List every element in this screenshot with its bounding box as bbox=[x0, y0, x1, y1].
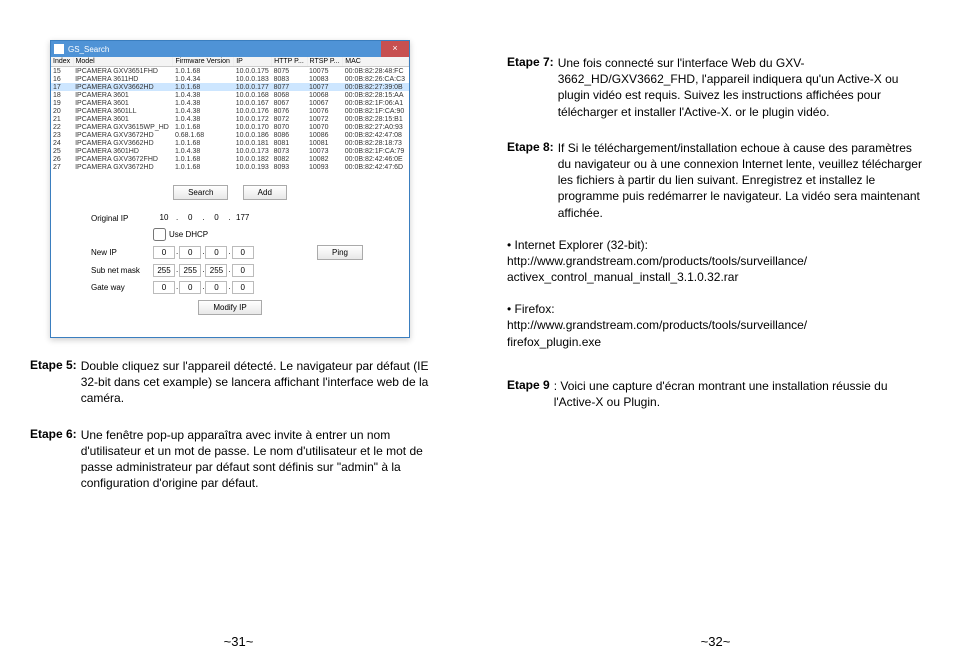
table-header[interactable]: HTTP P... bbox=[272, 57, 307, 67]
step-7-body: Une fois connecté sur l'interface Web du… bbox=[558, 55, 924, 120]
ip-octet: 177 bbox=[232, 212, 254, 224]
table-header[interactable]: Model bbox=[73, 57, 173, 67]
window-title: GS_Search bbox=[68, 45, 109, 54]
device-table: IndexModelFirmware VersionIPHTTP P...RTS… bbox=[51, 57, 409, 171]
page-number-left: ~31~ bbox=[0, 634, 477, 649]
step-6: Etape 6: Une fenêtre pop-up apparaîtra a… bbox=[30, 427, 447, 492]
table-row[interactable]: 20IPCAMERA 3601LL1.0.4.3810.0.0.17680761… bbox=[51, 107, 409, 115]
ff-url-1: http://www.grandstream.com/products/tool… bbox=[507, 317, 924, 333]
gateway-input[interactable]: 0.0.0.0 bbox=[153, 281, 254, 294]
step-9-label: Etape 9 bbox=[507, 378, 550, 410]
step-9-body: : Voici une capture d'écran montrant une… bbox=[554, 378, 924, 410]
step-8-body: If Si le téléchargement/installation ech… bbox=[558, 140, 924, 221]
page-right: Etape 7: Une fois connecté sur l'interfa… bbox=[477, 0, 954, 661]
table-row[interactable]: 15IPCAMERA GXV3651FHD1.0.1.6810.0.0.1758… bbox=[51, 67, 409, 76]
ip-octet[interactable]: 0 bbox=[179, 281, 201, 294]
ie-url-1: http://www.grandstream.com/products/tool… bbox=[507, 253, 924, 269]
table-header[interactable]: Firmware Version bbox=[173, 57, 234, 67]
table-header[interactable]: RTSP P... bbox=[307, 57, 343, 67]
ip-octet[interactable]: 0 bbox=[232, 281, 254, 294]
dhcp-checkbox[interactable] bbox=[153, 228, 166, 241]
app-icon bbox=[54, 44, 64, 54]
ip-octet[interactable]: 0 bbox=[232, 246, 254, 259]
ip-octet[interactable]: 0 bbox=[232, 264, 254, 277]
page-left: GS_Search × IndexModelFirmware VersionIP… bbox=[0, 0, 477, 661]
table-row[interactable]: 21IPCAMERA 36011.0.4.3810.0.0.1728072100… bbox=[51, 115, 409, 123]
step-8-label: Etape 8: bbox=[507, 140, 554, 221]
ie-link-block: • Internet Explorer (32-bit): http://www… bbox=[507, 237, 924, 286]
step-5-body: Double cliquez sur l'appareil détecté. L… bbox=[81, 358, 447, 407]
table-header[interactable]: MAC bbox=[343, 57, 409, 67]
ping-button[interactable]: Ping bbox=[317, 245, 363, 260]
ip-octet[interactable]: 0 bbox=[205, 246, 227, 259]
original-ip-label: Original IP bbox=[91, 214, 153, 223]
ff-link-block: • Firefox: http://www.grandstream.com/pr… bbox=[507, 301, 924, 350]
table-row[interactable]: 18IPCAMERA 36011.0.4.3810.0.0.1688068100… bbox=[51, 91, 409, 99]
table-row[interactable]: 22IPCAMERA GXV3615WP_HD1.0.1.6810.0.0.17… bbox=[51, 123, 409, 131]
gateway-label: Gate way bbox=[91, 283, 153, 292]
ip-octet[interactable]: 0 bbox=[153, 281, 175, 294]
ip-octet[interactable]: 0 bbox=[179, 246, 201, 259]
new-ip-input[interactable]: 0.0.0.0 bbox=[153, 246, 254, 259]
table-row[interactable]: 16IPCAMERA 3611HD1.0.4.3410.0.0.18380831… bbox=[51, 75, 409, 83]
subnet-input[interactable]: 255.255.255.0 bbox=[153, 264, 254, 277]
table-row[interactable]: 26IPCAMERA GXV3672FHD1.0.1.6810.0.0.1828… bbox=[51, 155, 409, 163]
step-9: Etape 9 : Voici une capture d'écran mont… bbox=[507, 378, 924, 410]
new-ip-label: New IP bbox=[91, 248, 153, 257]
table-row[interactable]: 27IPCAMERA GXV3672HD1.0.1.6810.0.0.19380… bbox=[51, 163, 409, 171]
dhcp-label: Use DHCP bbox=[169, 230, 208, 239]
page-number-right: ~32~ bbox=[477, 634, 954, 649]
ip-octet: 0 bbox=[179, 212, 201, 224]
step-7: Etape 7: Une fois connecté sur l'interfa… bbox=[507, 55, 924, 120]
step-5: Etape 5: Double cliquez sur l'appareil d… bbox=[30, 358, 447, 407]
ip-octet: 10 bbox=[153, 212, 175, 224]
table-row[interactable]: 25IPCAMERA 3601HD1.0.4.3810.0.0.17380731… bbox=[51, 147, 409, 155]
ie-url-2: activex_control_manual_install_3.1.0.32.… bbox=[507, 269, 924, 285]
add-button[interactable]: Add bbox=[243, 185, 287, 200]
step-5-label: Etape 5: bbox=[30, 358, 77, 407]
table-row[interactable]: 19IPCAMERA 36011.0.4.3810.0.0.1678067100… bbox=[51, 99, 409, 107]
ip-octet[interactable]: 0 bbox=[153, 246, 175, 259]
step-6-body: Une fenêtre pop-up apparaîtra avec invit… bbox=[81, 427, 447, 492]
original-ip-value: 10.0.0.177 bbox=[153, 212, 254, 224]
window-lower: Search Add Original IP 10.0.0.177 Use DH… bbox=[51, 171, 409, 337]
ip-octet[interactable]: 255 bbox=[179, 264, 201, 277]
table-header[interactable]: IP bbox=[234, 57, 272, 67]
search-button[interactable]: Search bbox=[173, 185, 228, 200]
ie-label: • Internet Explorer (32-bit): bbox=[507, 237, 924, 253]
ff-label: • Firefox: bbox=[507, 301, 924, 317]
step-6-label: Etape 6: bbox=[30, 427, 77, 492]
table-row[interactable]: 17IPCAMERA GXV3662HD1.0.1.6810.0.0.17780… bbox=[51, 83, 409, 91]
titlebar: GS_Search × bbox=[51, 41, 409, 57]
table-row[interactable]: 23IPCAMERA GXV3672HD0.68.1.6810.0.0.1868… bbox=[51, 131, 409, 139]
table-row[interactable]: 24IPCAMERA GXV3662HD1.0.1.6810.0.0.18180… bbox=[51, 139, 409, 147]
modify-ip-button[interactable]: Modify IP bbox=[198, 300, 261, 315]
ip-octet[interactable]: 255 bbox=[153, 264, 175, 277]
ip-octet[interactable]: 255 bbox=[205, 264, 227, 277]
ip-octet: 0 bbox=[205, 212, 227, 224]
ip-octet[interactable]: 0 bbox=[205, 281, 227, 294]
step-7-label: Etape 7: bbox=[507, 55, 554, 120]
table-header[interactable]: Index bbox=[51, 57, 73, 67]
subnet-label: Sub net mask bbox=[91, 266, 153, 275]
search-window: GS_Search × IndexModelFirmware VersionIP… bbox=[50, 40, 410, 338]
step-8: Etape 8: If Si le téléchargement/install… bbox=[507, 140, 924, 221]
ff-url-2: firefox_plugin.exe bbox=[507, 334, 924, 350]
close-button[interactable]: × bbox=[381, 41, 409, 57]
